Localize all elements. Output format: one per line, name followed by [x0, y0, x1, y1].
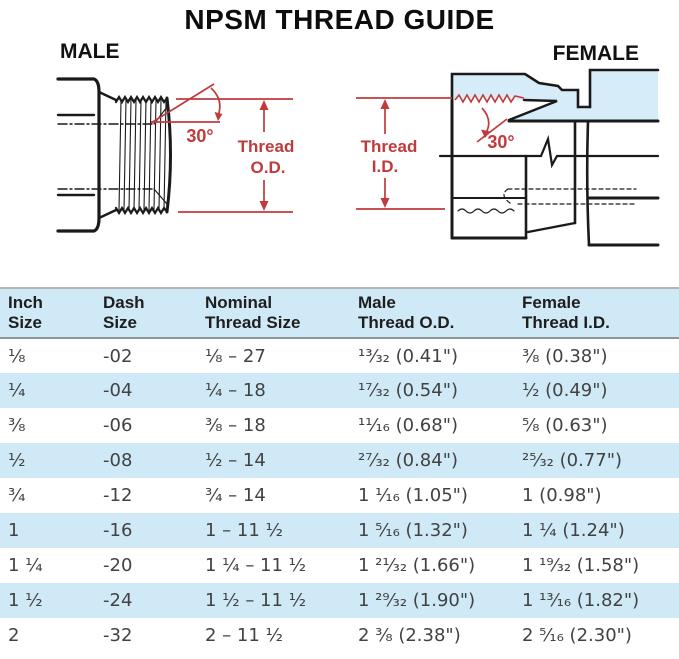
table-cell: ¹⁄₈: [8, 345, 26, 367]
female-diagram-label: FEMALE: [552, 42, 639, 65]
table-cell: ¹⁄₄ – 18: [205, 380, 266, 401]
table-cell: 1 ¹⁄₂ – 11 ¹⁄₂: [205, 590, 307, 611]
male-od-label-line1: Thread: [238, 137, 295, 156]
thread-size-table: Inch Size Dash Size Nominal Thread Size …: [0, 287, 679, 653]
table-cell: 2 ³⁄₈ (2.38"): [358, 625, 461, 646]
female-angle-label: 30°: [487, 132, 514, 152]
table-cell: -08: [103, 450, 133, 471]
table-cell: -32: [103, 625, 133, 646]
table-cell: ¹⁄₄: [8, 380, 26, 401]
table-cell: -24: [103, 590, 133, 611]
table-cell: -20: [103, 555, 133, 576]
table-row: ³⁄₄ -12 ³⁄₄ – 14 1 ¹⁄₁₆ (1.05") 1 (0.98"): [0, 478, 679, 513]
column-header-female-id: Female Thread I.D.: [514, 288, 679, 339]
table-cell: 1: [8, 520, 20, 541]
table-body: ¹⁄₈ -02 ¹⁄₈ – 27 ¹³⁄₃₂ (0.41") ³⁄₈ (0.38") ¹⁄…: [0, 338, 679, 653]
table-cell: 1 ²⁹⁄₃₂ (1.90"): [358, 590, 476, 611]
table-cell: ³⁄₈ (0.38"): [522, 345, 608, 367]
table-cell: ⁵⁄₈ (0.63"): [522, 415, 608, 436]
table-cell: -02: [103, 345, 133, 367]
table-cell: ²⁷⁄₃₂ (0.84"): [358, 450, 458, 471]
male-diagram-label: MALE: [60, 40, 120, 63]
female-id-label-line1: Thread: [361, 137, 418, 156]
table-row: ¹⁄₄ -04 ¹⁄₄ – 18 ¹⁷⁄₃₂ (0.54") ¹⁄₂ (0.49"): [0, 373, 679, 408]
table-cell: -04: [103, 380, 133, 401]
table-cell: 2 ⁵⁄₁₆ (2.30"): [522, 625, 632, 646]
table-row: ³⁄₈ -06 ³⁄₈ – 18 ¹¹⁄₁₆ (0.68") ⁵⁄₈ (0.63"): [0, 408, 679, 443]
table-cell: 1 ¹⁄₂: [8, 590, 43, 611]
table-cell: 1 ²¹⁄₃₂ (1.66"): [358, 555, 476, 576]
table-row: 2 -32 2 – 11 ¹⁄₂ 2 ³⁄₈ (2.38") 2 ⁵⁄₁₆ (2.30"…: [0, 618, 679, 653]
table-cell: ³⁄₈: [8, 415, 26, 436]
female-annotation-arrows: [380, 99, 490, 208]
table-cell: 1 ¹⁄₁₆ (1.05"): [358, 485, 468, 506]
table-row: 1 ¹⁄₄ -20 1 ¹⁄₄ – 11 ¹⁄₂ 1 ²¹⁄₃₂ (1.66") 1 ¹…: [0, 548, 679, 583]
column-header-dash-size: Dash Size: [95, 288, 197, 339]
table-cell: -06: [103, 415, 133, 436]
male-angle-label: 30°: [186, 126, 213, 146]
table-cell: 1 (0.98"): [522, 485, 602, 506]
table-cell: ¹⁄₂ – 14: [205, 450, 266, 471]
column-header-inch-size: Inch Size: [0, 288, 95, 339]
table-cell: ³⁄₄ – 14: [205, 485, 266, 506]
page-title: NPSM THREAD GUIDE: [184, 4, 495, 35]
table-header-row: Inch Size Dash Size Nominal Thread Size …: [0, 288, 679, 339]
male-od-label-line2: O.D.: [251, 158, 286, 177]
table-cell: ¹³⁄₃₂ (0.41"): [358, 345, 458, 367]
table-row: ¹⁄₂ -08 ¹⁄₂ – 14 ²⁷⁄₃₂ (0.84") ²⁵⁄₃₂ (0.77"): [0, 443, 679, 478]
table-row: ¹⁄₈ -02 ¹⁄₈ – 27 ¹³⁄₃₂ (0.41") ³⁄₈ (0.38"): [0, 338, 679, 373]
table-cell: ¹⁄₂: [8, 450, 26, 471]
thread-hatching: [118, 99, 167, 211]
table-cell: 2: [8, 625, 20, 646]
table-cell: 1 ¹⁹⁄₃₂ (1.58"): [522, 555, 640, 576]
female-thread-diagram: Thread I.D. 30°: [356, 68, 660, 247]
table-cell: ¹⁄₂ (0.49"): [522, 380, 608, 401]
table-cell: ³⁄₄: [8, 485, 26, 506]
female-fitting-outline: [438, 68, 660, 247]
column-header-nominal: Nominal Thread Size: [197, 288, 350, 339]
male-fitting-outline: [56, 77, 172, 233]
table-row: 1 -16 1 – 11 ¹⁄₂ 1 ⁵⁄₁₆ (1.32") 1 ¹⁄₄ (1.24"…: [0, 513, 679, 548]
table-cell: -12: [103, 485, 133, 506]
column-header-male-od: Male Thread O.D.: [350, 288, 514, 339]
table-cell: ¹⁄₈ – 27: [205, 345, 266, 367]
table-cell: 1 ¹⁄₄ – 11 ¹⁄₂: [205, 555, 307, 576]
male-thread-diagram: 30° Thread O.D.: [56, 77, 295, 233]
table-cell: ¹⁷⁄₃₂ (0.54"): [358, 380, 458, 401]
table-cell: 1 ¹³⁄₁₆ (1.82"): [522, 590, 640, 611]
table-cell: 2 – 11 ¹⁄₂: [205, 625, 283, 646]
table-cell: 1 ¹⁄₄ (1.24"): [522, 520, 625, 541]
table-cell: 1 ⁵⁄₁₆ (1.32"): [358, 520, 468, 541]
female-id-label-line2: I.D.: [372, 157, 398, 176]
table-cell: -16: [103, 520, 133, 541]
table-cell: ¹¹⁄₁₆ (0.68"): [358, 415, 458, 436]
table-cell: ²⁵⁄₃₂ (0.77"): [522, 450, 622, 471]
table-cell: ³⁄₈ – 18: [205, 415, 266, 436]
table-row: 1 ¹⁄₂ -24 1 ¹⁄₂ – 11 ¹⁄₂ 1 ²⁹⁄₃₂ (1.90") 1 ¹…: [0, 583, 679, 618]
table-cell: 1 – 11 ¹⁄₂: [205, 520, 283, 541]
male-annotation-arrows: [214, 100, 269, 211]
table-cell: 1 ¹⁄₄: [8, 555, 43, 576]
